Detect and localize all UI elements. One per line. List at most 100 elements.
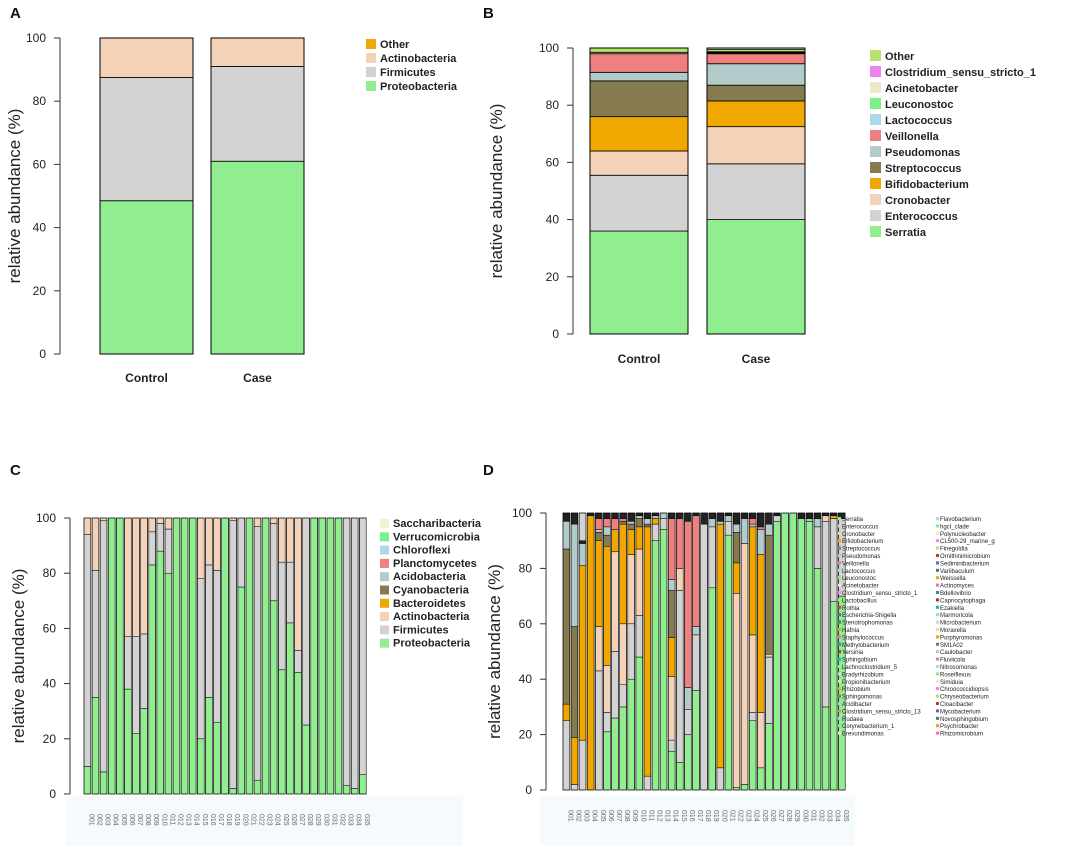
bar-segment-bifidobacterium <box>578 565 587 741</box>
bar-segment-actinobacteria <box>229 517 237 522</box>
bar-segment-other <box>700 512 708 525</box>
legend-swatch-firmicutes <box>366 67 376 77</box>
sample-label-002: 002 <box>575 810 582 822</box>
legend-swatch-sphingomonas <box>838 694 841 698</box>
legend-swatch-bifidobacterium <box>838 539 841 543</box>
legend-label-sphingomonas: Sphingomonas <box>842 695 882 701</box>
legend-label-other: Other <box>885 51 915 63</box>
bar-segment-veillonella <box>676 518 684 569</box>
legend-swatch-polynucleobacter <box>936 531 939 535</box>
legend-label-streptococcus: Streptococcus <box>885 163 961 175</box>
sample-label-001: 001 <box>566 810 573 822</box>
legend-label-caulobacter: Caulobacter <box>940 650 972 656</box>
bar-outline <box>213 517 221 795</box>
bar-outline <box>724 512 733 791</box>
y-tick-label: 100 <box>26 31 46 45</box>
bar-segment-cronobacter <box>668 676 676 741</box>
sample-label-014: 014 <box>672 810 679 822</box>
bar-segment-bifidobacterium <box>706 100 806 128</box>
bar-segment-serratia <box>708 587 716 791</box>
legend-label-rhizomicrobium: Rhizomicrobium <box>940 732 983 738</box>
bar-outline <box>351 517 359 795</box>
bar-segment-other <box>619 512 627 519</box>
bar-segment-pseudomonas <box>724 515 733 522</box>
bar-segment-proteobacteria <box>156 550 164 795</box>
bar-outline <box>578 512 587 791</box>
bar-outline <box>237 517 245 795</box>
sample-label-020: 020 <box>241 814 248 826</box>
legend-label-flavobacterium: Flavobacterium <box>940 517 981 523</box>
legend-swatch-acinetobacter <box>870 82 881 93</box>
legend-label-lachnoclostridium-5: Lachnoclostridium_5 <box>842 665 898 671</box>
panel-label-d: D <box>483 462 494 479</box>
bar-outline <box>99 37 194 355</box>
legend-swatch-moraxella <box>936 628 939 631</box>
legend-swatch-cloacibacter <box>936 702 939 705</box>
bar-segment-serratia <box>603 731 611 791</box>
bar-segment-firmicutes <box>148 531 156 566</box>
legend-label-saccharibacteria: Saccharibacteria <box>393 518 482 530</box>
bar-segment-streptococcus <box>627 523 635 530</box>
bar-outline <box>197 517 205 795</box>
bar-segment-enterococcus <box>595 670 603 791</box>
legend-swatch-nitrosomonas <box>936 665 939 668</box>
legend-label-cloacibacter: Cloacibacter <box>940 702 973 708</box>
bar-segment-actinobacteria <box>164 517 173 530</box>
panel-label-b: B <box>483 5 494 22</box>
bar-segment-pseudomonas <box>732 523 741 533</box>
bar-segment-firmicutes <box>156 523 164 552</box>
legend-swatch-fluviicola <box>936 657 939 661</box>
bar-segment-pseudomonas <box>668 579 676 591</box>
legend-label-roseiflexus: Roseiflexus <box>940 672 971 678</box>
sample-label-022: 022 <box>258 814 265 826</box>
bar-segment-firmicutes <box>164 528 173 574</box>
legend-label-cyanobacteria: Cyanobacteria <box>393 585 470 597</box>
legend-label-rudaea: Rudaea <box>842 717 864 723</box>
bar-segment-serratia <box>724 534 733 791</box>
bar-segment-firmicutes <box>342 517 351 786</box>
bar-segment-serratia <box>635 656 643 791</box>
sample-label-007: 007 <box>136 814 143 826</box>
bar-outline <box>749 512 757 791</box>
bar-segment-other <box>813 512 822 519</box>
legend-swatch-sphingobium <box>838 657 841 661</box>
sample-label-035: 035 <box>363 814 370 826</box>
sample-label-020: 020 <box>720 810 727 822</box>
bar-segment-serratia <box>651 540 660 791</box>
bar-segment-firmicutes <box>197 578 205 740</box>
legend-label-actinobacteria: Actinobacteria <box>380 53 457 65</box>
legend-label-pseudomonas: Pseudomonas <box>842 554 880 560</box>
legend-label-sediminibacterium: Sediminibacterium <box>940 561 989 567</box>
bar-segment-pseudomonas <box>757 529 765 555</box>
y-tick-label: 100 <box>36 511 56 525</box>
bar-segment-enterococcus <box>627 623 635 680</box>
bar-segment-bifidobacterium <box>570 737 579 785</box>
legend-label-firmicutes: Firmicutes <box>380 67 436 79</box>
bar-segment-proteobacteria <box>148 564 156 795</box>
sample-label-006: 006 <box>607 810 614 822</box>
bar-segment-bifidobacterium <box>830 515 838 519</box>
bar-outline <box>603 512 611 791</box>
legend-label-serratia: Serratia <box>842 517 864 523</box>
bar-segment-other <box>668 512 676 519</box>
bar-outline <box>205 517 213 795</box>
sample-label-021: 021 <box>728 810 735 822</box>
bar-segment-streptococcus <box>619 521 627 525</box>
bar-outline <box>643 512 652 791</box>
sample-label-010: 010 <box>639 810 646 822</box>
bar-outline <box>261 517 270 795</box>
bar-outline <box>589 47 689 335</box>
chart-panel-b: 0 20 40 60 80 100 relative abundance (%) Contro… <box>487 41 1036 366</box>
bar-segment-proteobacteria <box>351 788 359 795</box>
bar-outline <box>172 517 181 795</box>
sample-label-026: 026 <box>290 814 297 826</box>
legend-swatch-other <box>366 39 376 49</box>
bar-segment-pseudomonas <box>570 523 579 627</box>
bar-segment-enterococcus <box>578 739 587 791</box>
sample-label-001: 001 <box>87 814 94 826</box>
legend-swatch-ornithinimicrobium <box>936 554 939 557</box>
sample-label-033: 033 <box>347 814 354 826</box>
y-tick-label: 80 <box>546 98 560 112</box>
bar-segment-cronobacter <box>765 654 773 658</box>
legend-swatch-cronobacter <box>838 531 841 535</box>
